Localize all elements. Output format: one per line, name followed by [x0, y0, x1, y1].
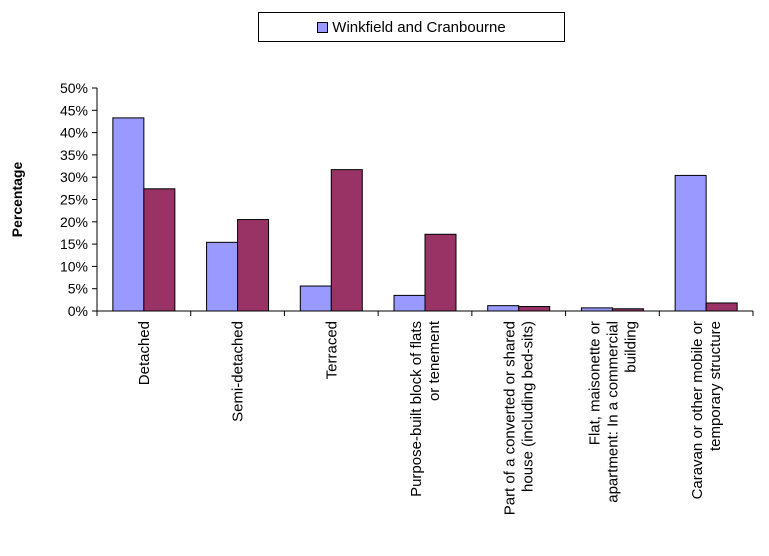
bar-series-2-3	[330, 169, 363, 312]
y-tick-label: 50%	[60, 80, 88, 96]
legend-swatch-series-1	[317, 21, 329, 33]
bar-series-1-4	[393, 294, 426, 312]
y-tick-label: 35%	[60, 147, 88, 163]
y-tick-label: 30%	[60, 169, 88, 185]
x-tick-label-2: Semi-detached	[230, 321, 247, 422]
y-tick-label: 25%	[60, 192, 88, 208]
bar-series-2-2	[237, 219, 270, 312]
y-tick-label: 40%	[60, 125, 88, 141]
bar-series-1-1	[112, 117, 145, 312]
bar-series-1-7	[674, 174, 707, 312]
y-tick-label: 45%	[60, 102, 88, 118]
x-tick-label-3: Terraced	[323, 321, 340, 379]
y-tick-label: 0%	[68, 303, 88, 319]
legend-label-series-1: Winkfield and Cranbourne	[332, 18, 506, 36]
bar-series-2-4	[424, 233, 457, 312]
y-tick-label: 5%	[68, 281, 88, 297]
bar-series-1-5	[487, 305, 520, 312]
bar-series-2-5	[518, 306, 551, 312]
x-tick-label-6: Flat, maisonette orapartment: In a comme…	[586, 321, 639, 503]
y-tick-label: 10%	[60, 258, 88, 274]
y-axis-title: Percentage	[9, 162, 25, 238]
bar-series-1-2	[206, 241, 239, 312]
y-tick-label: 20%	[60, 214, 88, 230]
bar-series-1-6	[580, 307, 613, 312]
bar-series-2-6	[611, 308, 644, 312]
legend: Winkfield and Cranbourne	[258, 12, 565, 42]
bar-series-2-7	[705, 302, 738, 312]
bar-series-2-1	[143, 188, 176, 312]
x-tick-label-7: Caravan or other mobile ortemporary stru…	[689, 321, 724, 499]
x-tick-label-4: Purpose-built block of flatsor tenement	[408, 320, 443, 497]
x-tick-label-5: Part of a converted or sharedhouse (incl…	[502, 321, 537, 515]
y-tick-label: 15%	[60, 236, 88, 252]
bar-series-1-3	[299, 285, 332, 312]
x-tick-label-1: Detached	[136, 321, 153, 385]
